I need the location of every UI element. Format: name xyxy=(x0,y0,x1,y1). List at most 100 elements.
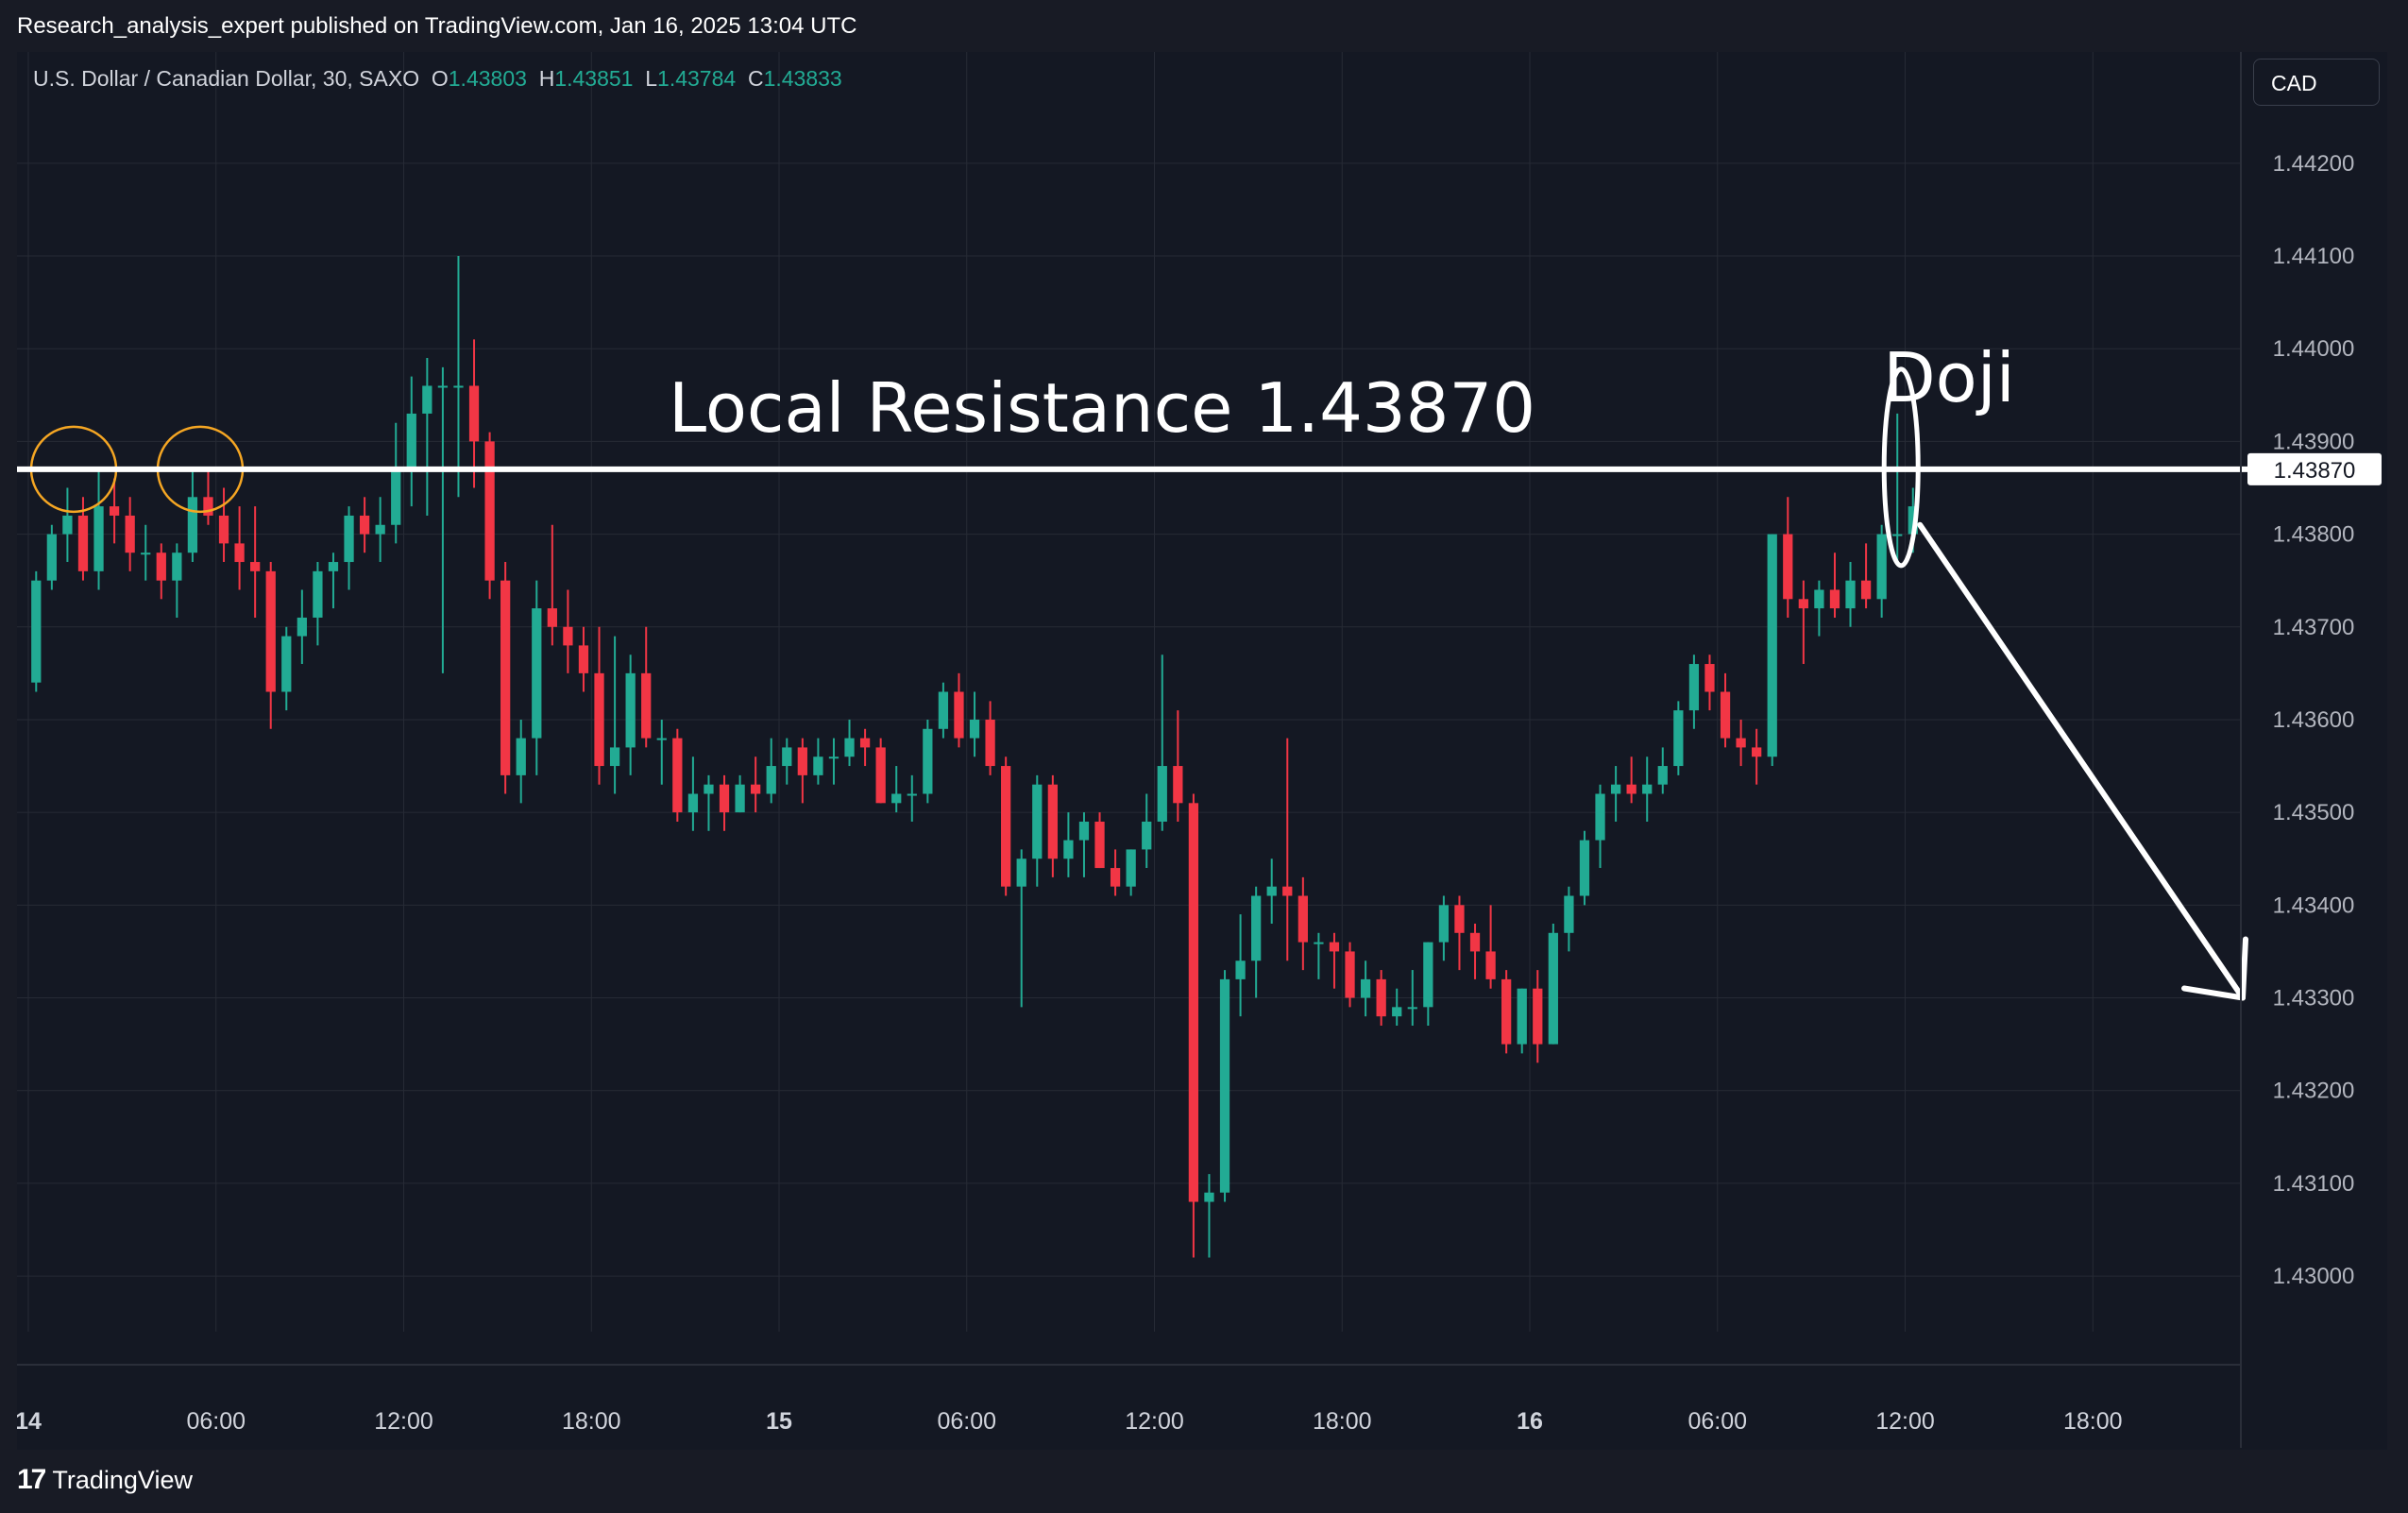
candle-body xyxy=(938,691,949,729)
candle xyxy=(344,506,354,590)
candle-body xyxy=(969,719,980,739)
candle-body xyxy=(77,515,89,571)
candle-body xyxy=(1047,784,1058,859)
candle-body xyxy=(437,385,449,388)
candle xyxy=(766,738,776,804)
candle xyxy=(1063,812,1074,877)
candle xyxy=(1376,970,1386,1026)
candle-body xyxy=(1657,766,1668,785)
candle xyxy=(859,728,871,767)
candle-body xyxy=(31,580,42,683)
candle xyxy=(1469,923,1481,979)
candle xyxy=(172,543,182,618)
candle-body xyxy=(1345,951,1355,998)
doji-highlight-ellipse xyxy=(1881,366,1921,569)
candle-body xyxy=(656,738,667,740)
candle xyxy=(704,774,714,831)
y-tick-label: 1.43100 xyxy=(2273,1171,2355,1197)
candle-body xyxy=(328,562,339,571)
x-tick-label: 12:00 xyxy=(1875,1408,1935,1435)
candle xyxy=(1673,701,1684,775)
candle xyxy=(391,422,401,544)
candle-body xyxy=(1720,691,1731,739)
candlestick-series xyxy=(29,256,1918,1258)
candle-body xyxy=(516,738,526,775)
candle-body xyxy=(391,468,401,525)
candle xyxy=(313,562,323,646)
candle-body xyxy=(1423,942,1433,1008)
close-label: C xyxy=(747,66,764,91)
candle xyxy=(1736,719,1746,767)
candle xyxy=(1485,905,1496,989)
candle-body xyxy=(704,784,714,794)
candle xyxy=(1704,654,1715,711)
doji-label: Doji xyxy=(1883,338,2015,417)
annotations: Local Resistance 1.43870 Doji xyxy=(17,338,2263,1001)
candle-body xyxy=(563,626,573,646)
candle xyxy=(828,738,839,785)
down-arrow xyxy=(1917,521,2246,1001)
candle-body xyxy=(594,672,604,767)
candle xyxy=(954,672,964,748)
candle-body xyxy=(891,793,902,804)
candle xyxy=(1533,970,1543,1063)
candle xyxy=(1297,876,1308,971)
symbol-legend[interactable]: U.S. Dollar / Canadian Dollar, 30, SAXO … xyxy=(33,66,842,92)
resistance-label: Local Resistance 1.43870 xyxy=(669,368,1535,448)
candle-body xyxy=(1736,738,1746,748)
candle xyxy=(500,562,511,794)
candle xyxy=(375,497,385,563)
candle xyxy=(1188,793,1199,1258)
candle xyxy=(1110,849,1121,896)
candle-body xyxy=(1329,942,1340,952)
candle-body xyxy=(687,793,699,813)
candle-body xyxy=(406,413,416,469)
candle xyxy=(1157,654,1167,831)
candle-body xyxy=(719,784,730,813)
candle-body xyxy=(766,766,776,794)
candle xyxy=(141,524,151,581)
candle-body xyxy=(797,747,807,775)
currency-button[interactable]: CAD xyxy=(2253,59,2380,106)
candle xyxy=(187,468,198,563)
candle-body xyxy=(641,672,652,739)
y-tick-label: 1.43400 xyxy=(2273,892,2355,918)
arrow-head xyxy=(2181,936,2248,1001)
candle xyxy=(1783,497,1793,618)
candle xyxy=(437,366,449,673)
footer-brand[interactable]: 17 TradingView xyxy=(17,1464,193,1496)
x-tick-label: 15 xyxy=(766,1408,792,1435)
candle xyxy=(1329,932,1340,989)
candle xyxy=(1814,580,1824,637)
candle-body xyxy=(1626,784,1636,794)
candle xyxy=(1829,552,1840,618)
candle xyxy=(1126,849,1136,896)
candle xyxy=(1876,524,1887,618)
candle xyxy=(782,738,792,785)
candle-body xyxy=(93,506,104,571)
candle-body xyxy=(1173,766,1183,804)
candle xyxy=(1392,988,1402,1026)
candle xyxy=(609,636,620,794)
price-tag-label: 1.43870 xyxy=(2274,458,2356,484)
candle-body xyxy=(1078,821,1090,841)
candle-body xyxy=(468,385,480,442)
candle xyxy=(1345,942,1355,1008)
candle-body xyxy=(1282,886,1293,896)
candle-body xyxy=(1376,978,1386,1017)
candle xyxy=(1752,728,1762,785)
open-label: O xyxy=(431,66,449,91)
candle-body xyxy=(1704,664,1715,692)
price-tag-box xyxy=(2247,452,2382,485)
candle xyxy=(297,589,307,665)
price-chart[interactable]: Local Resistance 1.43870 Doji 1.442001.4… xyxy=(17,52,2387,1450)
candle-body xyxy=(1908,506,1918,535)
grid-lines xyxy=(17,52,2241,1332)
x-tick-label: 06:00 xyxy=(186,1408,246,1435)
candle-body xyxy=(1533,988,1543,1045)
candle xyxy=(907,774,917,822)
publish-info: Research_analysis_expert published on Tr… xyxy=(17,13,857,39)
candle xyxy=(1564,886,1574,952)
chart-frame[interactable]: Local Resistance 1.43870 Doji 1.44200 1.4… xyxy=(17,52,2387,1450)
y-tick-label: 1.44000 xyxy=(2273,336,2355,362)
